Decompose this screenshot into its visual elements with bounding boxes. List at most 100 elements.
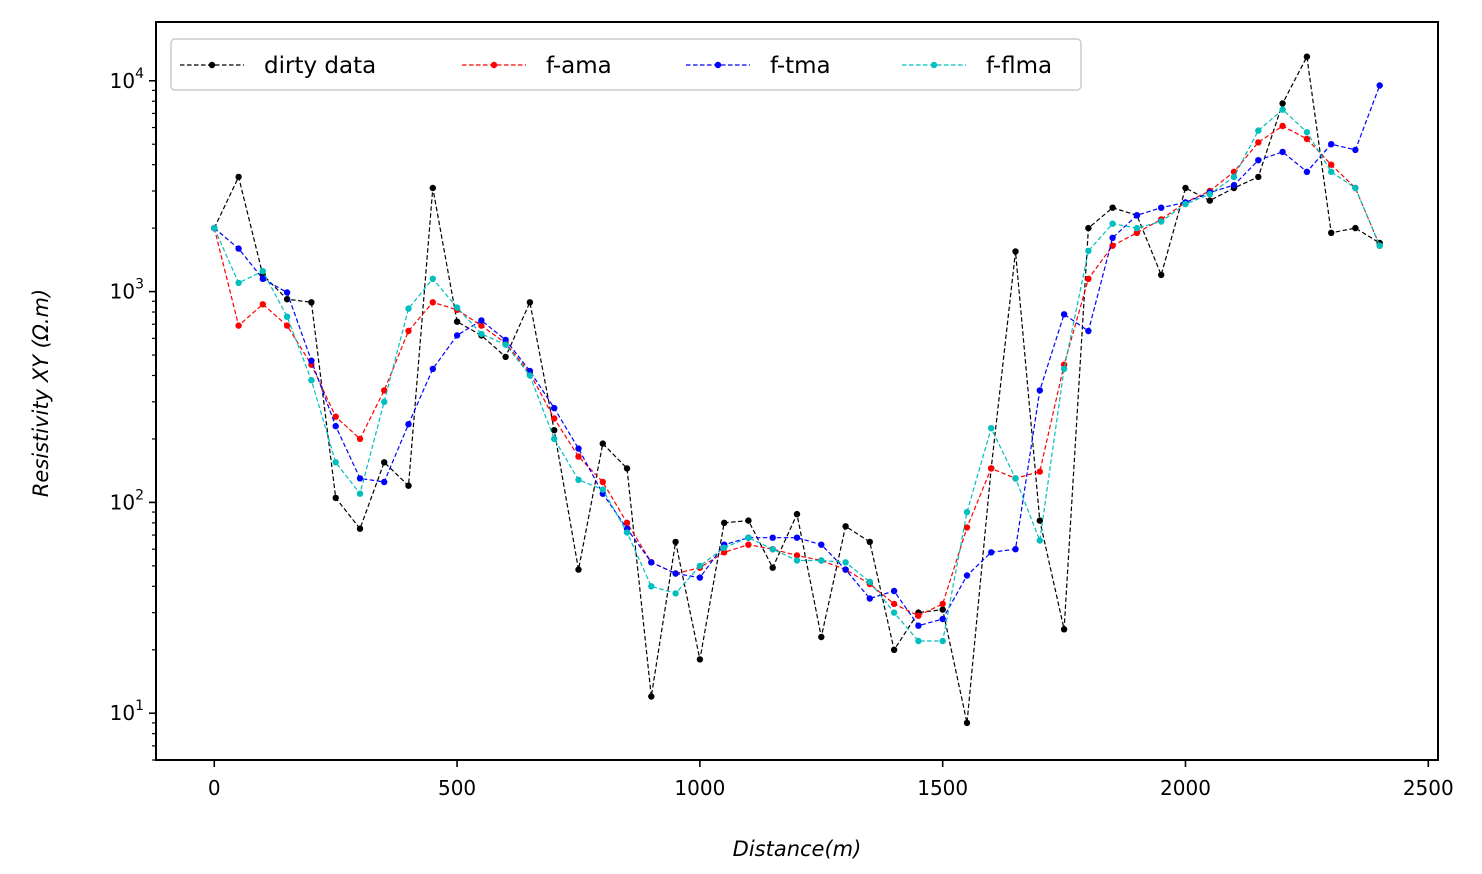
data-point [1230, 181, 1238, 189]
data-point [1036, 468, 1044, 475]
data-point [332, 459, 339, 466]
data-point [308, 299, 315, 306]
data-point [259, 301, 266, 308]
data-point [478, 322, 485, 329]
data-point [1352, 224, 1359, 232]
data-point [890, 600, 898, 608]
data-point [1036, 387, 1044, 394]
legend-marker [714, 61, 722, 69]
data-point [648, 583, 655, 590]
x-tick-label: 0 [208, 776, 221, 800]
data-point [696, 574, 704, 581]
data-point [599, 478, 606, 486]
data-point [696, 562, 704, 570]
data-point [672, 538, 679, 546]
x-axis-label: Distance(m) [733, 837, 862, 861]
data-point [745, 541, 752, 548]
axes: 0 500 1000 1500 2000 2500 101 102 103 104 [110, 21, 1454, 800]
data-point [478, 317, 485, 324]
data-point [1085, 327, 1092, 335]
data-point [429, 275, 436, 282]
data-point [381, 459, 388, 466]
data-point [235, 322, 242, 329]
data-point [1012, 546, 1019, 553]
data-point [963, 572, 971, 579]
data-point [551, 404, 558, 412]
data-point [1376, 82, 1383, 89]
data-point [939, 600, 946, 608]
data-point [1279, 106, 1286, 113]
data-point [793, 510, 801, 518]
data-point [915, 612, 922, 619]
data-point [915, 622, 922, 629]
data-point [721, 549, 728, 556]
data-point [478, 330, 485, 338]
data-point [1133, 229, 1141, 236]
data-point [1085, 247, 1092, 255]
data-point [1328, 168, 1335, 175]
data-point [745, 517, 752, 524]
data-point [963, 524, 971, 531]
data-point [1303, 168, 1311, 175]
data-point [1158, 204, 1165, 211]
legend-box [170, 38, 1082, 91]
data-point [1060, 365, 1068, 373]
data-point [1109, 220, 1116, 227]
data-point [793, 552, 801, 559]
data-point [1036, 517, 1044, 524]
data-point [1303, 129, 1311, 136]
data-point [332, 413, 339, 420]
data-point [842, 566, 849, 573]
legend-label: f-ama [546, 53, 612, 79]
data-point [866, 538, 873, 546]
data-point [551, 435, 558, 443]
data-point [381, 387, 388, 394]
data-point [793, 557, 801, 564]
data-point [696, 656, 704, 663]
data-point [381, 478, 388, 486]
data-point [1328, 161, 1335, 168]
data-point [283, 322, 291, 329]
data-point [526, 372, 534, 379]
data-point [235, 245, 242, 252]
data-point [1328, 229, 1335, 236]
data-point [672, 570, 679, 577]
data-point [1279, 122, 1286, 130]
data-point [575, 445, 582, 452]
data-point [769, 546, 776, 553]
data-point [235, 173, 242, 181]
data-point [939, 606, 946, 613]
data-point [890, 587, 898, 595]
data-point [672, 590, 679, 597]
series-line [213, 85, 1381, 627]
data-point [1328, 141, 1335, 148]
x-tick-label: 1500 [917, 776, 968, 800]
data-point [405, 305, 412, 312]
x-tick-label: 2000 [1160, 776, 1211, 800]
data-point [356, 490, 364, 497]
data-point [429, 365, 436, 373]
data-point [575, 476, 582, 483]
data-point [1206, 197, 1214, 204]
legend-marker [208, 61, 216, 69]
data-point [1133, 212, 1141, 219]
data-point [648, 559, 655, 566]
data-point [769, 564, 776, 571]
data-point [1255, 173, 1262, 181]
data-point [332, 422, 339, 430]
data-point [1279, 148, 1286, 156]
data-point [1060, 626, 1068, 633]
data-point [405, 482, 412, 489]
data-point [1352, 184, 1359, 192]
y-axis-label: Resistivity XY (Ω.m) [29, 289, 53, 497]
data-point [453, 332, 461, 339]
x-tick-label: 500 [438, 776, 476, 800]
legend-label: f-tma [770, 53, 831, 79]
data-point [1182, 184, 1189, 192]
data-point [551, 415, 558, 422]
data-point [963, 508, 971, 516]
data-point [283, 289, 291, 296]
data-point [405, 421, 412, 428]
legend-marker [490, 61, 498, 69]
